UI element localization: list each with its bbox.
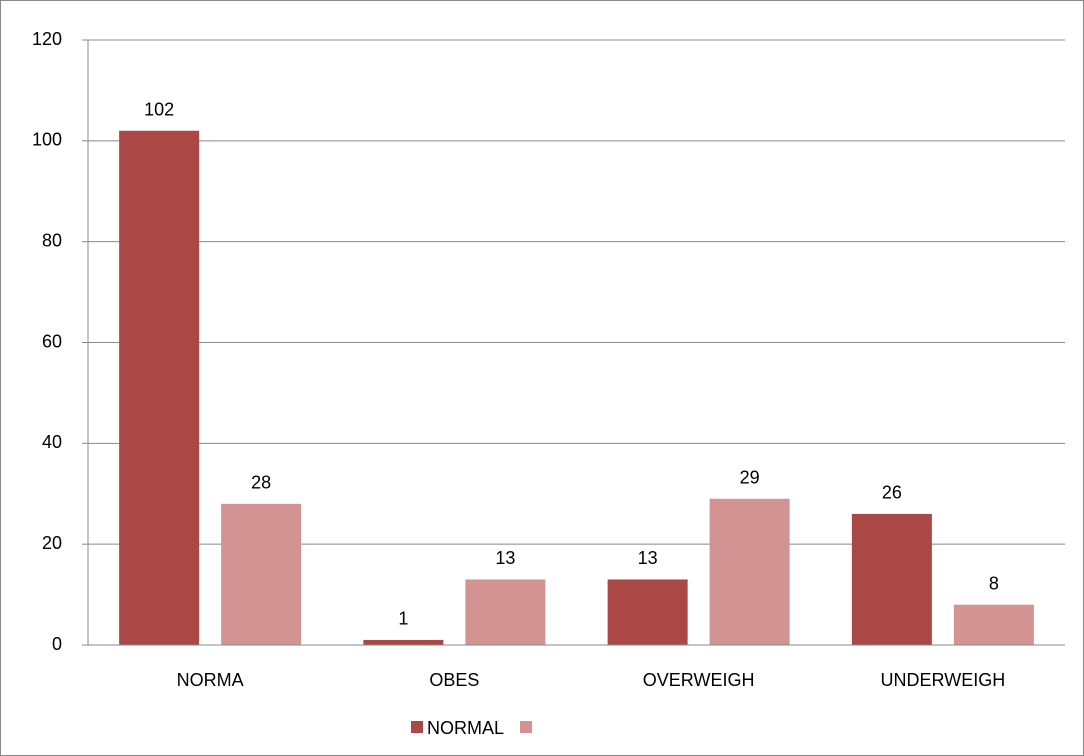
data-label: 29 xyxy=(740,468,760,488)
y-tick-label: 20 xyxy=(42,533,62,553)
y-tick-label: 100 xyxy=(32,130,62,150)
bar xyxy=(221,503,302,645)
legend-swatch xyxy=(411,721,423,733)
data-label: 28 xyxy=(251,473,271,493)
data-label: 13 xyxy=(638,548,658,568)
y-tick-label: 60 xyxy=(42,331,62,351)
bar xyxy=(465,579,546,645)
bar xyxy=(363,639,444,645)
data-label: 26 xyxy=(882,483,902,503)
x-tick-label: OVERWEIGH xyxy=(643,670,755,690)
data-label: 102 xyxy=(144,100,174,120)
bar xyxy=(851,513,932,645)
data-label: 8 xyxy=(989,573,999,593)
y-tick-label: 0 xyxy=(52,634,62,654)
bar xyxy=(119,130,200,645)
y-tick-label: 40 xyxy=(42,432,62,452)
data-label: 13 xyxy=(495,548,515,568)
bar xyxy=(953,604,1034,645)
data-label: 1 xyxy=(398,609,408,629)
x-tick-label: UNDERWEIGH xyxy=(881,670,1006,690)
x-tick-label: OBES xyxy=(429,670,479,690)
y-tick-label: 80 xyxy=(42,230,62,250)
x-tick-label: NORMA xyxy=(177,670,244,690)
legend-label: NORMAL xyxy=(427,718,504,738)
bar xyxy=(709,498,790,645)
bar xyxy=(607,579,688,645)
y-tick-label: 120 xyxy=(32,29,62,49)
legend-swatch xyxy=(520,721,533,733)
